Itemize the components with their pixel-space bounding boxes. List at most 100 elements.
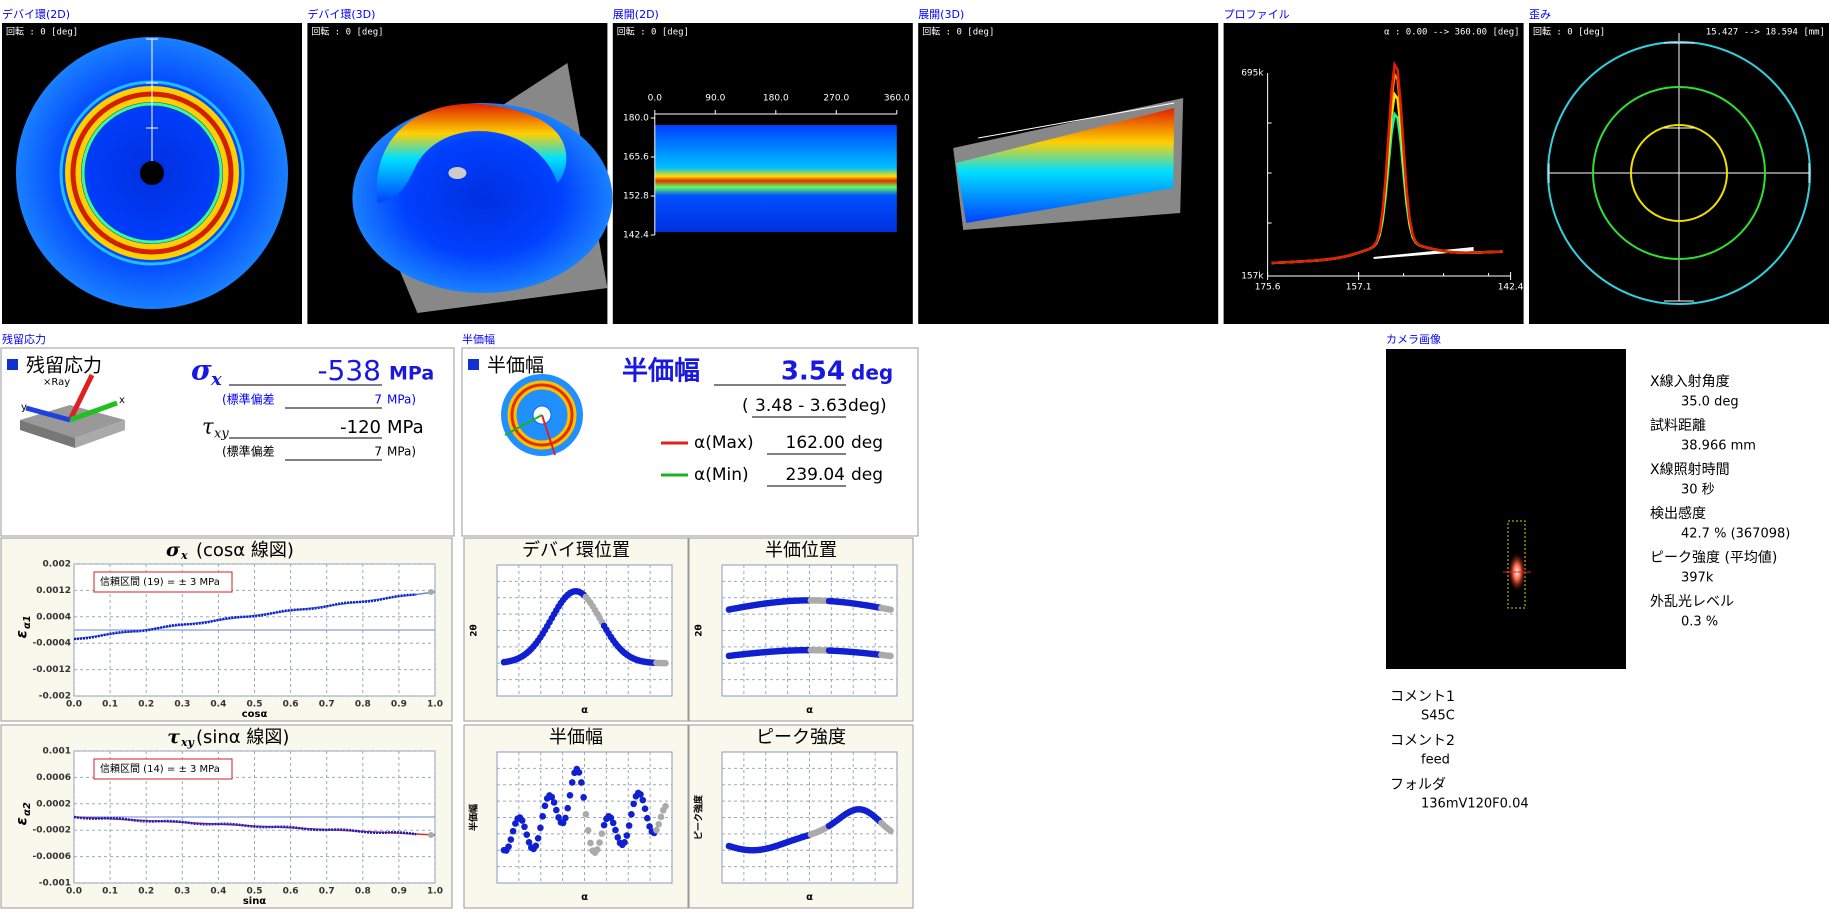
label: 回転 : 0 [deg] <box>6 27 78 38</box>
data-point <box>521 823 528 831</box>
label: 残留応力 <box>26 355 102 377</box>
label: 360.0 <box>884 94 910 104</box>
block <box>75 420 125 448</box>
label: 3.48 - 3.63 <box>755 396 848 416</box>
label: 180.0 <box>763 94 789 104</box>
label: ピーク強度 <box>756 727 846 748</box>
data-point <box>607 814 615 822</box>
y-label: ピーク強度 <box>693 794 705 840</box>
data-point <box>575 769 583 776</box>
label: deg <box>851 433 883 453</box>
label: 0.001 <box>43 747 71 757</box>
label: 0.8 <box>355 700 371 710</box>
label: 15.427 --> 18.594 [mm] <box>1706 28 1825 38</box>
data-point <box>653 826 660 834</box>
data-points <box>73 815 417 836</box>
label: 半価幅 <box>487 355 544 377</box>
label: 半価幅 <box>549 727 603 748</box>
label: α <box>806 892 813 903</box>
label: 歪み <box>1529 8 1551 21</box>
label: 0.5 <box>247 700 263 710</box>
label: 0.3 <box>174 700 190 710</box>
icon <box>468 359 479 370</box>
label: 180.0 <box>623 114 649 124</box>
label: 175.6 <box>1255 283 1281 293</box>
label: ε <box>13 817 31 825</box>
label: y <box>21 402 27 413</box>
label: S45C <box>1421 709 1455 724</box>
label: -0.002 <box>39 692 71 702</box>
label: 0.8 <box>355 887 371 897</box>
data-point <box>507 836 515 843</box>
label: (標準偏差 <box>222 392 275 407</box>
data-point <box>584 826 592 834</box>
label: 165.6 <box>623 153 649 163</box>
label: σ <box>166 539 181 561</box>
label: 0.3 <box>174 887 190 897</box>
label: 7 <box>374 445 382 459</box>
icon-green <box>504 414 543 436</box>
label: σ <box>191 354 212 387</box>
data-point <box>644 814 651 822</box>
label: -0.0002 <box>33 826 71 836</box>
strain-ring <box>1592 86 1766 260</box>
data-point <box>646 823 653 830</box>
label: ピーク強度 (平均値) <box>1650 550 1777 566</box>
label: α(Min) <box>694 465 749 485</box>
label: cosα <box>242 709 268 720</box>
icon-red <box>541 414 556 456</box>
label: 0.0006 <box>36 773 71 783</box>
label: α <box>581 705 588 716</box>
data-point <box>509 827 517 835</box>
label: 0.002 <box>43 560 71 570</box>
label: 0.5 <box>247 887 263 897</box>
view-art <box>16 37 288 309</box>
data-point <box>553 806 560 814</box>
confidence-box <box>93 571 233 593</box>
y-label: εα1 <box>13 615 34 638</box>
label: 回転 : 0 [deg] <box>922 27 994 38</box>
label: α2 <box>22 802 33 816</box>
label: 90.0 <box>705 94 725 104</box>
label: 0.2 <box>138 700 154 710</box>
label: (標準偏差 <box>222 444 275 459</box>
camera-image <box>1386 349 1626 669</box>
label: ε <box>13 630 31 638</box>
label: 半価幅 <box>462 332 495 346</box>
label: α <box>806 705 813 716</box>
baseline <box>1373 247 1474 259</box>
data-point <box>428 589 434 595</box>
view-art: 0.0 90.0 180.0 270.0 360.0 180.0 165.6 152.8 142… <box>623 94 910 241</box>
data-point <box>582 810 590 818</box>
data-point <box>598 830 606 837</box>
label: 0.0 <box>66 700 82 710</box>
label: deg) <box>848 396 887 416</box>
block <box>20 420 75 448</box>
label: 0.6 <box>283 887 299 897</box>
label: -538 <box>317 354 381 387</box>
data-point <box>887 827 894 835</box>
data-point <box>562 814 569 822</box>
label: 0.2 <box>138 887 154 897</box>
data-point <box>625 822 633 829</box>
label: 397k <box>1681 571 1714 586</box>
label: feed <box>1421 753 1450 768</box>
data-point <box>628 811 635 818</box>
label: 30 秒 <box>1681 483 1715 498</box>
data-point <box>621 839 628 846</box>
label: 0.3 % <box>1681 615 1718 630</box>
hole <box>448 167 467 179</box>
data-point <box>593 846 601 853</box>
data-point <box>612 826 619 834</box>
data-point <box>525 839 533 846</box>
label: 外乱光レベル <box>1650 594 1734 610</box>
image <box>654 125 897 232</box>
icon-ring <box>510 383 574 447</box>
label: デバイ環(3D) <box>307 7 375 21</box>
data-point <box>428 832 434 838</box>
label: -0.001 <box>39 879 71 889</box>
label: 0.0002 <box>36 799 71 809</box>
label: -0.0004 <box>33 639 71 649</box>
strain-ring <box>1547 41 1811 305</box>
